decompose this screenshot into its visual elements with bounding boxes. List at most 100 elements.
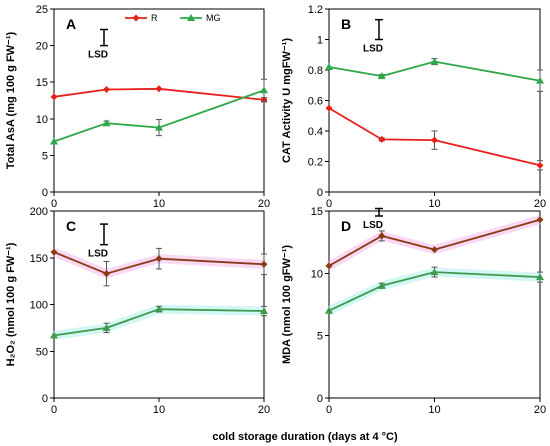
x-tick-label: 20 <box>534 404 546 416</box>
panel-b: 0 0.2 0.4 0.6 0.8 1 1.2 0 10 20 CAT Activity U mgF… <box>281 4 546 210</box>
panel-d: 0 5 10 15 0 10 20 MDA (nmol 100 gFW⁻¹) D LSD <box>281 206 546 416</box>
data-point <box>260 86 268 94</box>
data-point <box>155 255 163 263</box>
panel-letter: B <box>341 16 351 32</box>
y-tick-label: 1 <box>317 35 323 47</box>
y-axis-title: H₂O₂ (nmol 100 g FW⁻¹) <box>5 242 17 366</box>
x-tick-label: 0 <box>51 404 57 416</box>
data-point <box>377 281 386 289</box>
y-tick-label: 0.2 <box>308 157 323 169</box>
panel-c: 0 50 100 150 200 0 10 20 H₂O₂ (nmol 100 g FW⁻¹) C… <box>5 206 270 416</box>
y-tick-label: 25 <box>36 4 48 16</box>
data-point <box>103 270 110 278</box>
data-point <box>155 85 163 93</box>
x-tick-label: 0 <box>326 198 332 210</box>
data-point <box>536 216 544 224</box>
data-point <box>431 246 438 254</box>
series-line <box>328 271 541 312</box>
series-line <box>328 218 541 267</box>
series-line <box>53 251 265 275</box>
y-tick-label: 0.6 <box>308 96 323 108</box>
series-line <box>53 89 265 143</box>
data-point <box>536 76 544 84</box>
data-point <box>536 273 544 281</box>
y-axis-title: Total AsA (mg 100 g FW⁻¹) <box>5 31 17 169</box>
x-tick-label: 20 <box>258 404 270 416</box>
y-tick-label: 5 <box>317 331 323 343</box>
series-glow <box>326 215 542 270</box>
series-glow <box>327 267 541 315</box>
legend-label: MG <box>206 13 221 23</box>
data-point <box>430 268 439 276</box>
lsd-label: LSD <box>88 249 108 260</box>
y-axis-title: CAT Activity U mgFW⁻¹) <box>281 38 293 163</box>
y-tick-label: 15 <box>311 206 323 218</box>
data-point <box>102 119 111 127</box>
x-tick-label: 10 <box>153 198 165 210</box>
panel-letter: A <box>66 16 76 32</box>
x-tick-label: 10 <box>428 404 440 416</box>
y-tick-label: 1.2 <box>308 4 323 16</box>
data-point <box>50 93 58 101</box>
series-line <box>53 308 265 337</box>
data-point <box>325 104 333 112</box>
data-point <box>378 135 386 143</box>
panel-a: 0 5 10 15 20 25 0 10 20 Total AsA (mg 100 g FW⁻¹)… <box>5 4 270 210</box>
data-point <box>325 262 333 270</box>
y-tick-label: 5 <box>42 150 48 162</box>
data-point <box>155 123 163 131</box>
y-axis-title: MDA (nmol 100 gFW⁻¹) <box>281 245 293 364</box>
y-tick-label: 10 <box>311 268 323 280</box>
data-point <box>50 331 58 339</box>
y-tick-label: 0 <box>42 187 48 199</box>
data-point <box>431 136 438 144</box>
y-tick-label: 0 <box>317 393 323 405</box>
y-tick-label: 50 <box>36 346 48 358</box>
data-point <box>260 260 268 268</box>
x-tick-label: 0 <box>326 404 332 416</box>
legend-marker <box>187 14 195 21</box>
legend-marker <box>132 14 140 22</box>
lsd-label: LSD <box>88 50 108 61</box>
data-point <box>325 306 333 314</box>
x-tick-label: 10 <box>153 404 165 416</box>
plot-frame <box>328 210 541 399</box>
y-tick-label: 150 <box>30 253 48 265</box>
y-tick-label: 100 <box>30 300 48 312</box>
y-tick-label: 200 <box>30 206 48 218</box>
legend-label: R <box>151 13 158 23</box>
data-point <box>50 248 58 256</box>
y-tick-label: 0 <box>42 393 48 405</box>
lsd-label: LSD <box>363 44 383 55</box>
data-point <box>536 161 544 169</box>
series-line <box>328 60 541 82</box>
data-point <box>155 305 163 313</box>
y-tick-label: 0.4 <box>308 126 323 138</box>
panel-letter: D <box>341 218 351 234</box>
plot-frame <box>53 8 265 193</box>
data-point <box>260 307 268 315</box>
x-axis-title: cold storage duration (days at 4 °C) <box>212 431 398 443</box>
data-point <box>377 72 386 80</box>
y-tick-label: 0.8 <box>308 65 323 77</box>
x-tick-label: 20 <box>258 198 270 210</box>
y-tick-label: 20 <box>36 41 48 53</box>
x-tick-label: 20 <box>534 198 546 210</box>
x-tick-label: 10 <box>428 198 440 210</box>
plot-frame <box>328 8 541 193</box>
y-tick-label: 0 <box>317 187 323 199</box>
data-point <box>102 323 111 331</box>
y-tick-label: 10 <box>36 114 48 126</box>
plot-frame <box>53 210 265 399</box>
data-point <box>103 86 110 94</box>
series-line <box>53 87 265 101</box>
x-tick-label: 0 <box>51 198 57 210</box>
y-tick-label: 15 <box>36 77 48 89</box>
data-point <box>430 57 439 65</box>
data-point <box>50 137 58 145</box>
panel-letter: C <box>66 218 76 234</box>
series-line <box>328 107 541 167</box>
data-point <box>378 232 386 240</box>
lsd-label: LSD <box>363 220 383 231</box>
